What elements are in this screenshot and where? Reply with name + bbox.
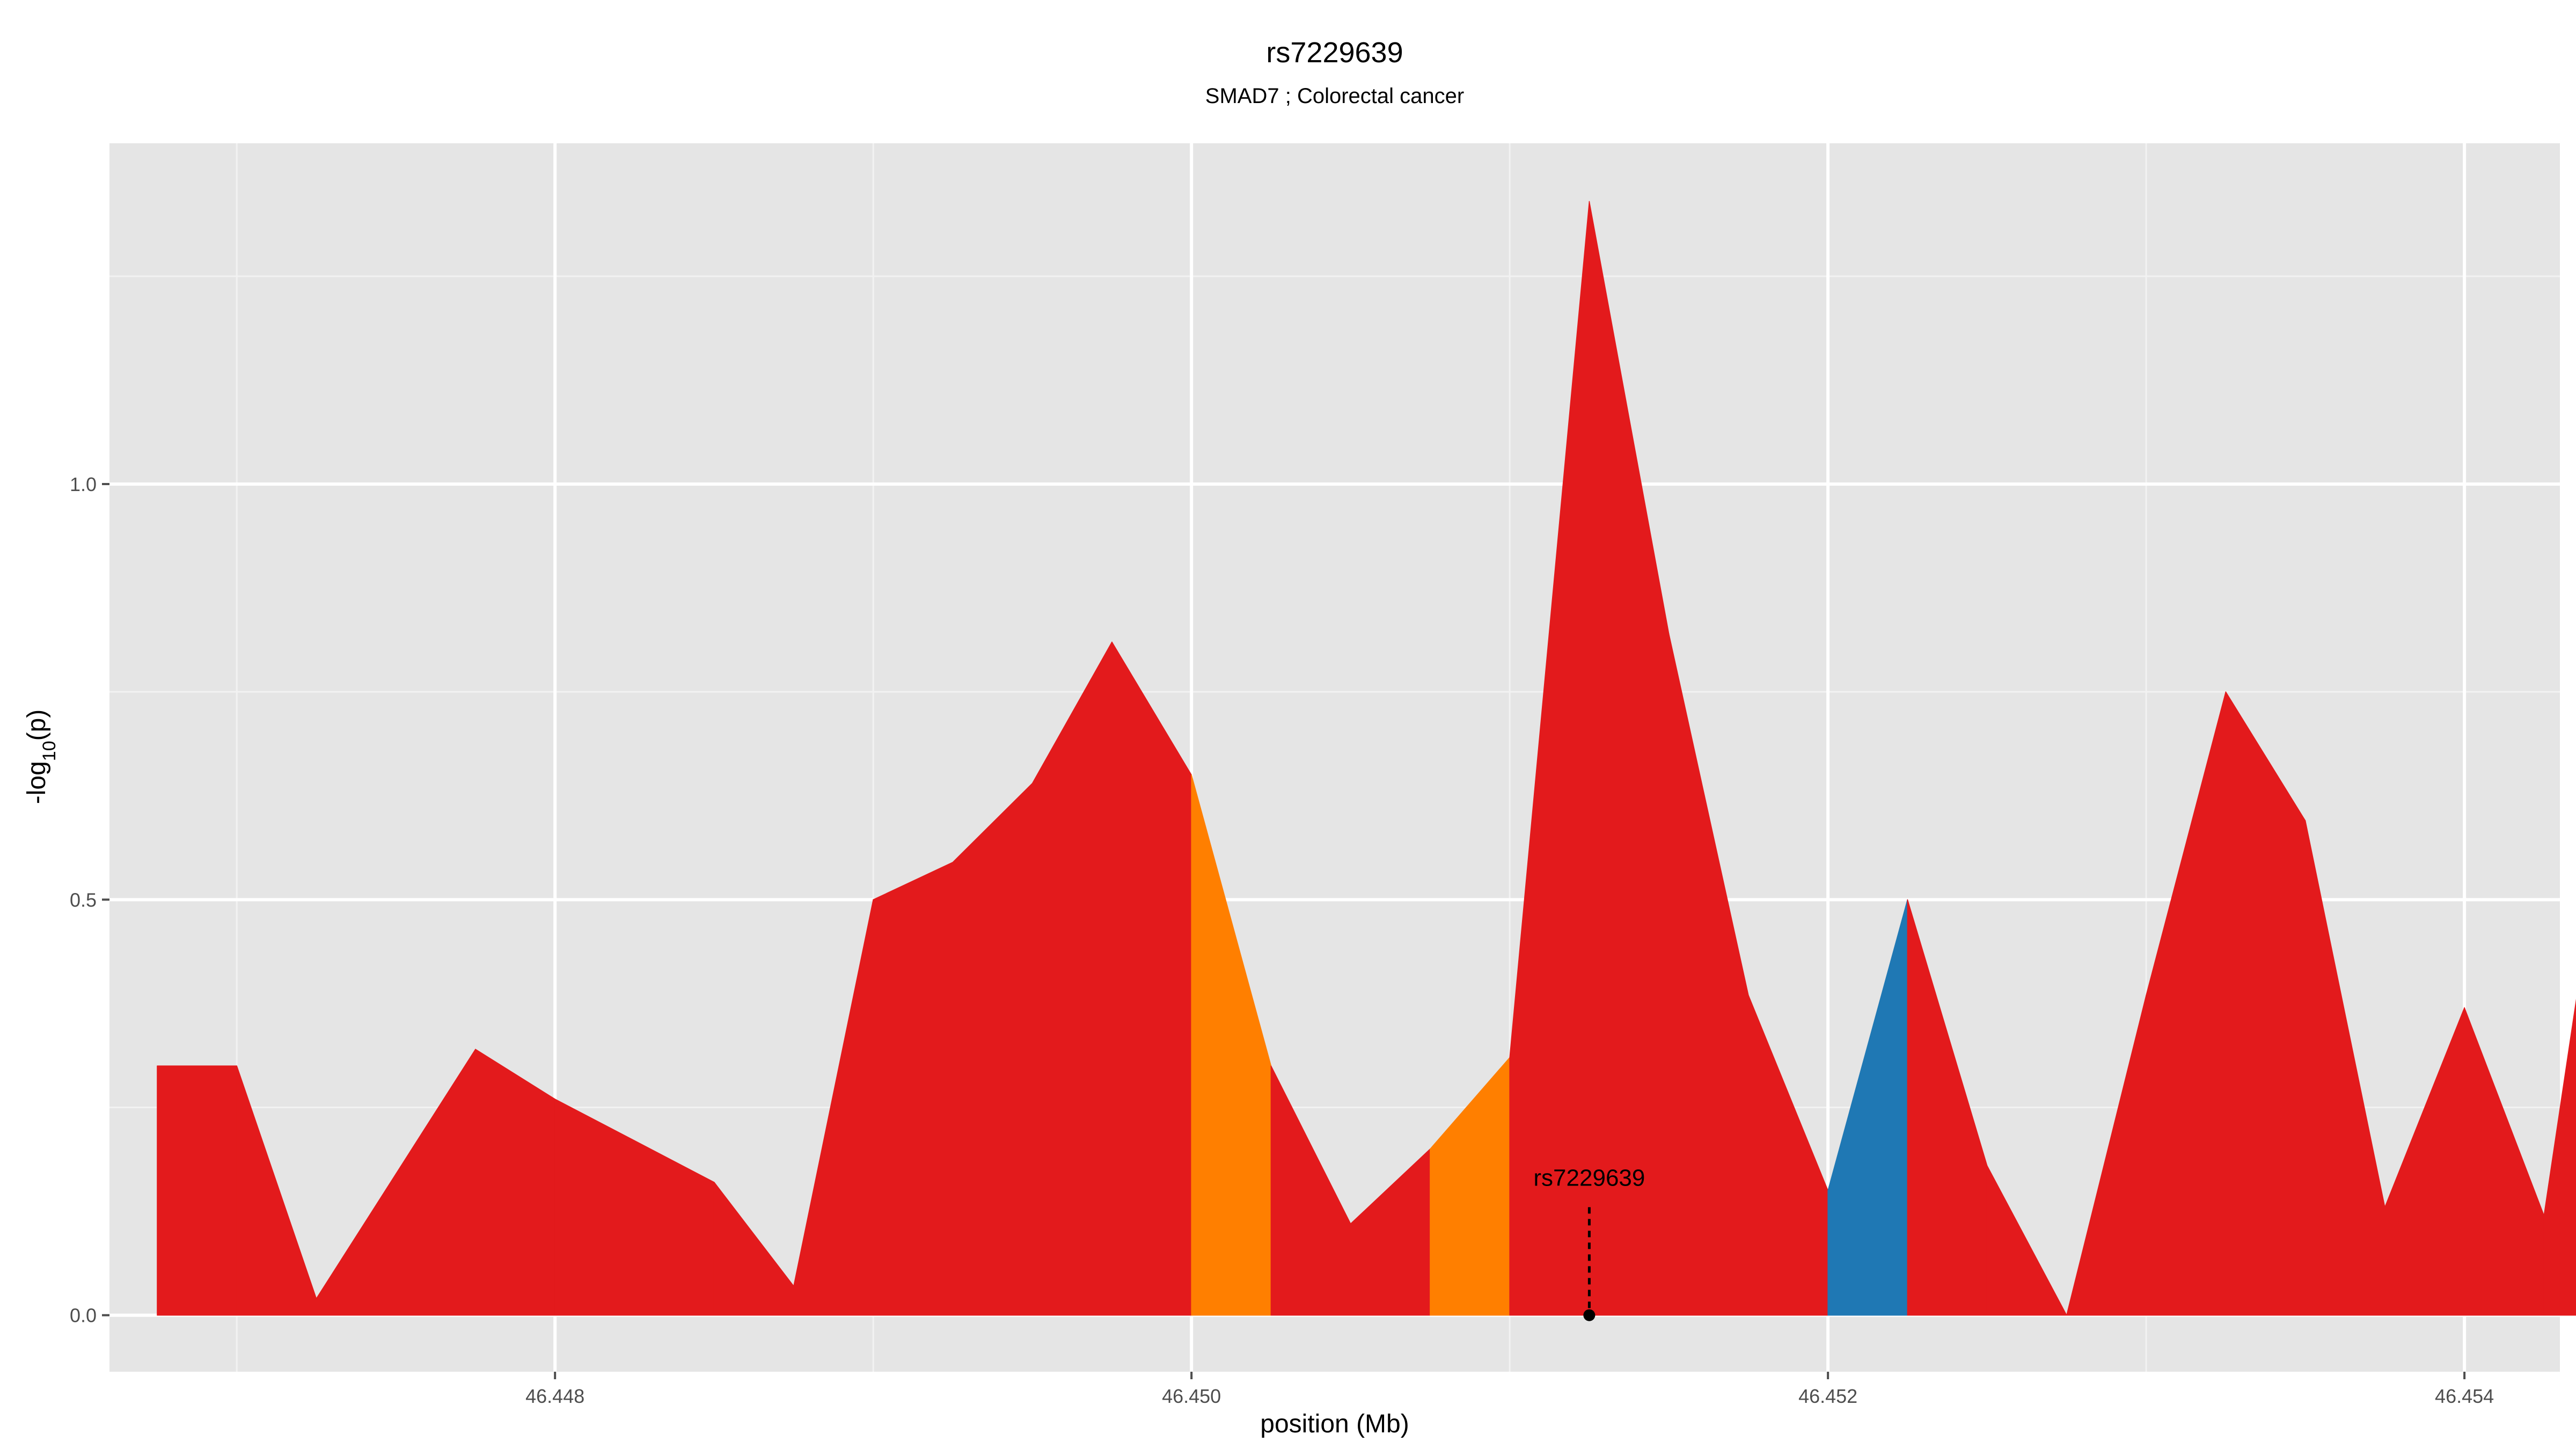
area-segment-red <box>157 1065 237 1316</box>
area-segments <box>157 201 2576 1316</box>
y-tick-label: 0.5 <box>70 889 97 911</box>
chart-subtitle: SMAD7 ; Colorectal cancer <box>1205 84 1464 108</box>
x-tick-label: 46.452 <box>1798 1385 1857 1407</box>
chart-title: rs7229639 <box>1266 36 1403 69</box>
area-segment-red <box>1986 1165 2067 1316</box>
x-tick-label: 46.454 <box>2435 1385 2494 1407</box>
area-segment-red <box>2543 998 2576 1316</box>
x-tick-label: 46.448 <box>525 1385 584 1407</box>
x-axis-title: position (Mb) <box>1260 1410 1409 1438</box>
snp-annotation: rs7229639 <box>1533 1165 1645 1321</box>
area-segment-red <box>873 861 954 1316</box>
y-axis: 0.0 0.5 1.0 <box>70 473 109 1327</box>
y-tick-label: 0.0 <box>70 1305 97 1327</box>
annotation-label: rs7229639 <box>1533 1165 1645 1191</box>
x-tick-label: 46.450 <box>1162 1385 1221 1407</box>
y-axis-title: -log10(p) <box>23 709 60 804</box>
annotation-point <box>1583 1309 1596 1321</box>
x-axis: 46.448 46.450 46.452 46.454 <box>525 1372 2494 1407</box>
area-segment-red <box>952 782 1033 1316</box>
y-tick-label: 1.0 <box>70 473 97 495</box>
